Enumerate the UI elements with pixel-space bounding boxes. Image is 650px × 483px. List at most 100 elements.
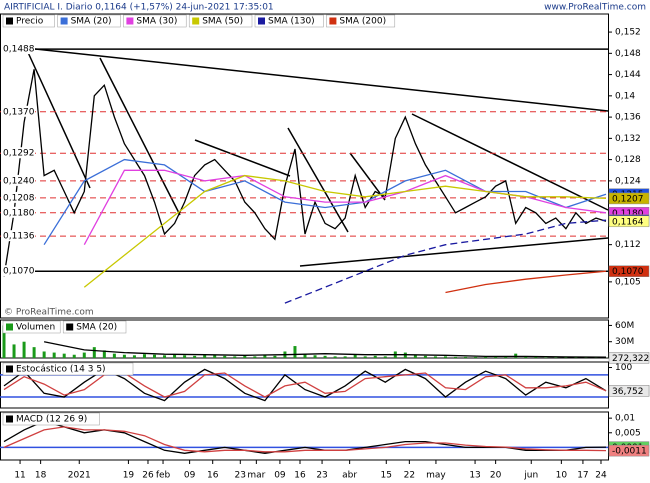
- legend-item: [188, 14, 253, 28]
- price-badge-label: -0,0011: [612, 447, 647, 457]
- price-badge: [608, 385, 650, 397]
- y-tick-label: 0,105: [615, 277, 641, 287]
- y-tick-label: 0,112: [615, 240, 641, 250]
- x-tick-label: 11: [14, 471, 25, 481]
- volume-bar: [373, 355, 377, 358]
- volume-bar: [293, 346, 297, 358]
- legend-item: [2, 320, 61, 334]
- level-label-bg: [1, 43, 35, 55]
- volume-bar: [142, 354, 146, 358]
- volume-bar: [454, 356, 458, 358]
- legend-item: [62, 320, 127, 334]
- volume-bar: [82, 352, 86, 358]
- x-tick-label: 23: [235, 471, 246, 481]
- x-tick-label: 13: [469, 471, 480, 481]
- volume-bar: [42, 351, 46, 358]
- price-badge-label: 0,1180: [612, 209, 644, 219]
- volume-bar: [213, 355, 217, 358]
- series-line: [445, 270, 607, 294]
- volume-bar: [52, 352, 56, 358]
- volume-bar: [153, 354, 157, 358]
- level-label-bg: [1, 265, 35, 277]
- y-tick-label: 0,148: [615, 49, 641, 59]
- price-badge: [608, 265, 650, 277]
- volume-bar: [112, 353, 116, 358]
- volume-bar: [484, 356, 488, 358]
- volume-bar: [62, 353, 66, 358]
- level-label: 0,1240: [3, 176, 35, 186]
- volume-bar: [313, 355, 317, 358]
- legend-item: [254, 14, 324, 28]
- volume-bar: [193, 355, 197, 358]
- volume-bar: [333, 356, 337, 358]
- legend-item: [2, 362, 134, 376]
- x-tick-label: 19: [123, 471, 135, 481]
- price-badge-label: 272,322: [612, 354, 649, 364]
- legend-label: SMA (200): [339, 17, 386, 27]
- legend-item: [57, 14, 121, 28]
- series-line: [3, 69, 607, 277]
- volume-bar: [243, 355, 247, 358]
- level-label-bg: [1, 191, 35, 203]
- volume-bar: [494, 356, 498, 358]
- legend-label: Precio: [16, 17, 44, 27]
- volume-bar: [423, 355, 427, 358]
- legend-label: MACD (12 26 9): [16, 415, 87, 425]
- legend-label: SMA (30): [136, 17, 177, 27]
- legend-swatch: [66, 323, 74, 331]
- legend-label: Estocástico (14 3 5): [16, 365, 106, 375]
- volume-bar: [443, 356, 447, 358]
- legend-label: Volumen: [16, 323, 55, 333]
- legend-swatch: [6, 365, 13, 373]
- y-tick-label: 0,005: [615, 428, 641, 438]
- volume-bar: [353, 354, 357, 358]
- y-tick-label: 0,128: [615, 155, 641, 165]
- x-tick-label: may: [426, 471, 446, 481]
- legend-label: SMA (20): [76, 323, 117, 333]
- volume-bar: [92, 347, 96, 358]
- price-badge: [608, 215, 650, 228]
- y-tick-label: 0,124: [615, 176, 641, 186]
- x-tick-label: 09: [184, 471, 196, 481]
- y-tick-label: 0,14: [615, 91, 635, 101]
- volume-bar: [32, 347, 36, 358]
- price-badge: [608, 352, 650, 364]
- plot-area: [0, 420, 608, 454]
- legend-label: SMA (20): [71, 17, 112, 27]
- x-tick-label: 18: [35, 471, 47, 481]
- volume-bar: [102, 350, 106, 358]
- legend-item: [326, 14, 396, 28]
- volume-bar: [343, 356, 347, 358]
- series-line: [43, 341, 607, 358]
- volume-bar: [413, 354, 417, 358]
- x-tick-label: 16: [294, 471, 306, 481]
- x-tick-label: feb: [156, 471, 171, 481]
- x-tick-label: mar: [247, 471, 265, 481]
- volume-bar: [163, 355, 167, 358]
- volume-bar: [564, 357, 568, 358]
- level-label: 0,1136: [3, 232, 35, 242]
- volume-bar: [12, 344, 16, 358]
- y-tick-label: 0,152: [615, 28, 641, 38]
- price-badge-label: 36,752: [612, 387, 644, 397]
- plot-area: [0, 48, 608, 304]
- x-tick-label: 2021: [68, 471, 91, 481]
- level-label: 0,1208: [3, 193, 35, 203]
- y-tick-label: 30M: [615, 337, 634, 347]
- y-tick-label: 0,144: [615, 70, 641, 80]
- volume-bar: [22, 341, 26, 358]
- price-badge-label: 0,1164: [612, 217, 644, 227]
- x-tick-label: 23: [316, 471, 327, 481]
- legend-swatch: [6, 415, 13, 423]
- volume-bar: [223, 355, 227, 358]
- x-tick-label: jun: [523, 471, 538, 481]
- volume-bar: [464, 356, 468, 358]
- legend-swatch: [6, 17, 13, 25]
- volume-bar: [363, 356, 367, 358]
- level-label: 0,1070: [3, 267, 35, 277]
- panel-frame: [0, 13, 609, 319]
- panel-frame: [0, 361, 609, 409]
- legend-label: SMA (130): [268, 17, 315, 27]
- legend-swatch: [258, 17, 265, 25]
